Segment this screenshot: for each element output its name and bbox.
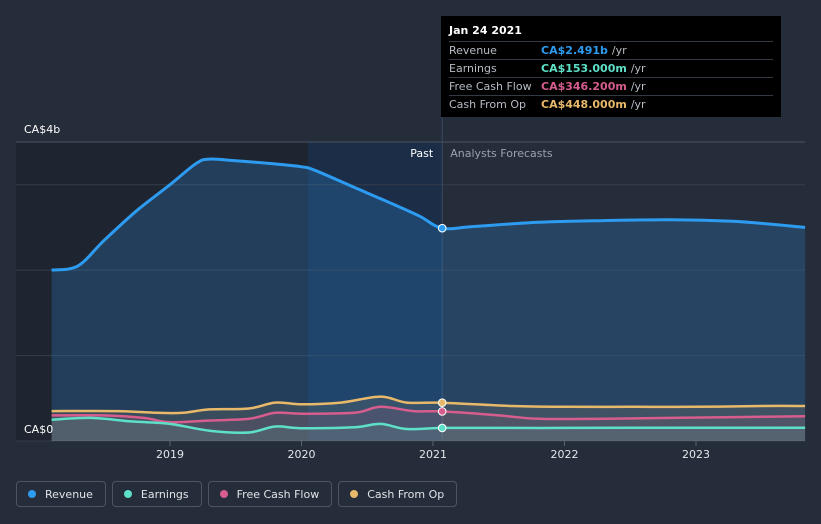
legend-item-free-cash-flow[interactable]: Free Cash Flow bbox=[207, 481, 333, 507]
legend-label: Cash From Op bbox=[367, 487, 445, 501]
highlight-band bbox=[308, 142, 443, 441]
earnings-dot-icon bbox=[123, 490, 132, 498]
legend: Revenue Earnings Free Cash Flow Cash Fro… bbox=[16, 481, 458, 507]
revenue-line bbox=[51, 157, 806, 272]
revenue-dot-icon bbox=[28, 490, 36, 498]
legend-label: Earnings bbox=[140, 487, 189, 501]
tooltip-row-earnings: Earnings CA$153.000m /yr bbox=[449, 60, 773, 78]
tooltip-row-cash-from-op: Cash From Op CA$448.000m /yr bbox=[449, 96, 773, 113]
x-tick-label: 2022 bbox=[551, 448, 579, 461]
past-label: Past bbox=[410, 147, 434, 160]
legend-label: Free Cash Flow bbox=[236, 487, 320, 501]
revenue-area bbox=[51, 159, 806, 442]
tooltip-value: CA$2.491b bbox=[541, 44, 608, 57]
forecast-label: Analysts Forecasts bbox=[450, 147, 553, 160]
tooltip-value: CA$153.000m bbox=[541, 62, 627, 75]
tooltip-row-free-cash-flow: Free Cash Flow CA$346.200m /yr bbox=[449, 78, 773, 96]
tooltip: Jan 24 2021 Revenue CA$2.491b /yr Earnin… bbox=[441, 16, 781, 117]
cash-from-op-line bbox=[51, 395, 806, 415]
x-tick-label: 2020 bbox=[288, 448, 316, 461]
tooltip-label: Cash From Op bbox=[449, 98, 527, 111]
legend-item-earnings[interactable]: Earnings bbox=[111, 481, 202, 507]
tooltip-value: CA$448.000m bbox=[541, 98, 627, 111]
legend-label: Revenue bbox=[45, 487, 93, 501]
x-tick-label: 2019 bbox=[156, 448, 184, 461]
x-tick-label: 2023 bbox=[682, 448, 710, 461]
legend-item-revenue[interactable]: Revenue bbox=[16, 481, 106, 507]
tooltip-date: Jan 24 2021 bbox=[449, 24, 773, 42]
tooltip-unit: /yr bbox=[630, 62, 646, 75]
tooltip-label: Earnings bbox=[449, 62, 497, 75]
y-axis-top-label: CA$4b bbox=[24, 123, 60, 136]
legend-item-cash-from-op[interactable]: Cash From Op bbox=[338, 481, 458, 507]
free-cash-flow-dot-icon bbox=[219, 490, 228, 498]
tooltip-value: CA$346.200m bbox=[541, 80, 627, 93]
tooltip-unit: /yr bbox=[611, 44, 627, 57]
tooltip-unit: /yr bbox=[630, 80, 646, 93]
revenue-marker bbox=[437, 223, 447, 233]
earnings-marker bbox=[437, 423, 447, 433]
y-axis-bottom-label: CA$0 bbox=[24, 423, 53, 436]
tooltip-label: Free Cash Flow bbox=[449, 80, 532, 93]
tooltip-unit: /yr bbox=[630, 98, 646, 111]
cash-from-op-dot-icon bbox=[350, 490, 359, 498]
earnings-line bbox=[51, 416, 806, 434]
free-cash-flow-marker bbox=[437, 407, 447, 416]
tooltip-row-revenue: Revenue CA$2.491b /yr bbox=[449, 42, 773, 60]
tooltip-label: Revenue bbox=[449, 44, 497, 57]
x-tick-label: 2021 bbox=[419, 448, 447, 461]
free-cash-flow-line bbox=[51, 405, 806, 424]
cash-from-op-marker bbox=[437, 398, 447, 408]
